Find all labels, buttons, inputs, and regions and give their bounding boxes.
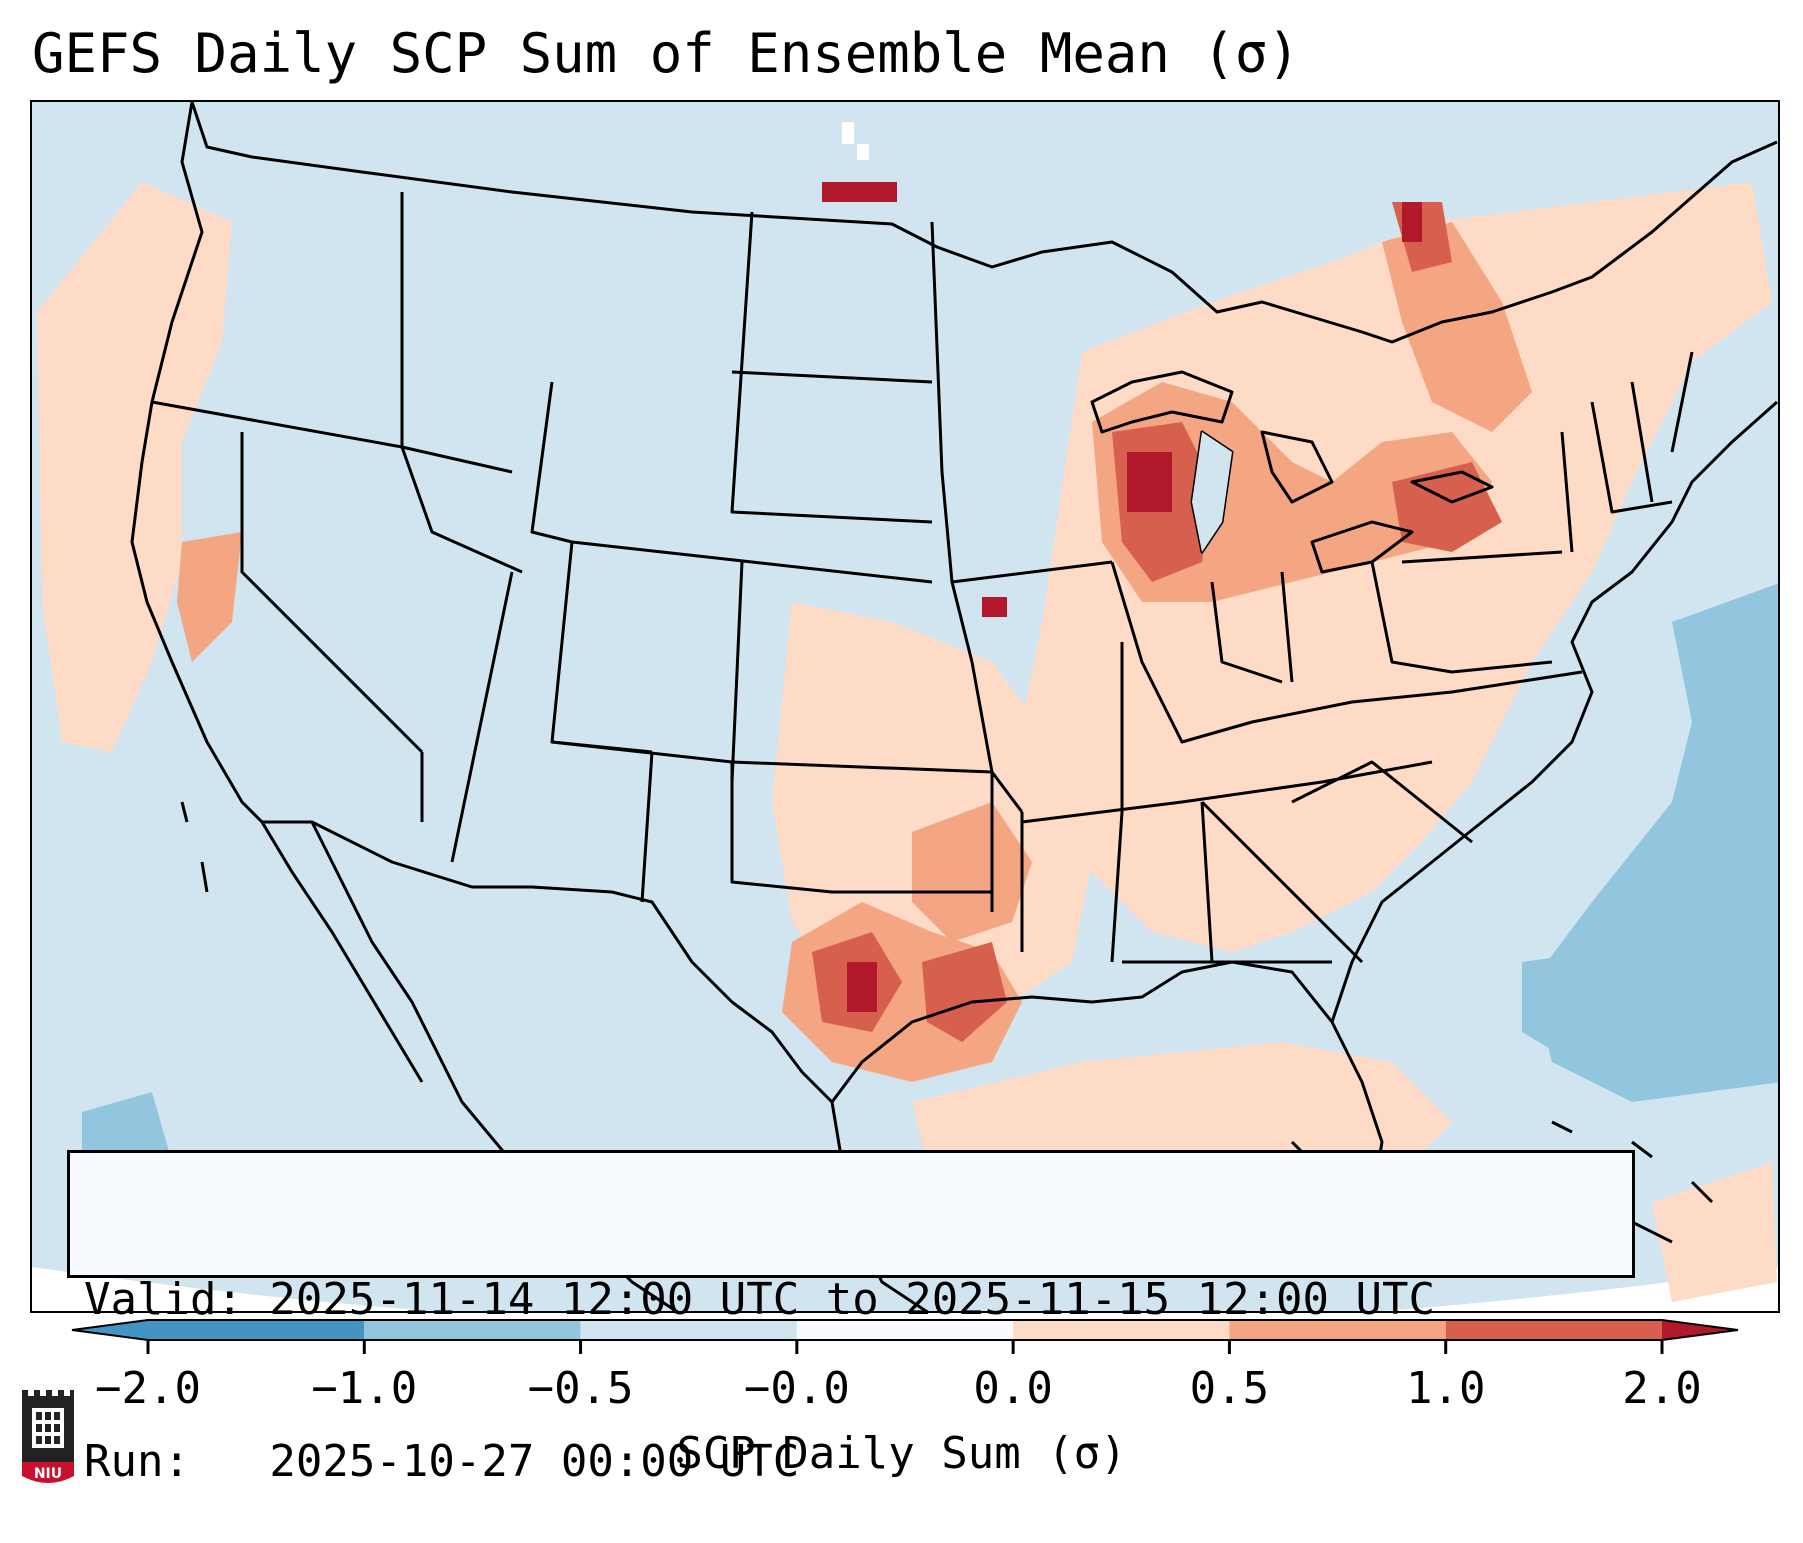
extreme-positive-areas [822, 182, 1422, 1012]
colorbar-tick-label: −0.0 [743, 1363, 850, 1414]
colorbar-segment [1229, 1320, 1446, 1340]
colorbar-segment [148, 1320, 365, 1340]
run-time-line: Run: 2025-10-27 00:00 UTC [84, 1436, 800, 1487]
colorbar-segment [796, 1320, 1014, 1340]
colorbar-segment [1013, 1320, 1230, 1340]
colorbar-tick-label: 0.0 [973, 1363, 1053, 1414]
colorbar-extend-high [1662, 1320, 1738, 1340]
map-svg [32, 102, 1778, 1311]
colorbar-tick-label: 0.5 [1189, 1363, 1270, 1414]
colorbar-tick-label: −0.5 [527, 1363, 634, 1414]
colorbar-tick-label: 1.0 [1405, 1363, 1486, 1414]
white-cells [842, 122, 869, 160]
colorbar-ticks [146, 1340, 1664, 1354]
projection-edge [32, 1267, 1778, 1311]
colorbar-tick-label: 2.0 [1622, 1363, 1702, 1414]
chart-title: GEFS Daily SCP Sum of Ensemble Mean (σ) [32, 22, 1300, 85]
colorbar-segment [1445, 1320, 1662, 1340]
colorbar-extend-low [72, 1320, 148, 1340]
logo-text: NIU [34, 1466, 62, 1482]
map-panel [30, 100, 1780, 1313]
colorbar [71, 1319, 1739, 1354]
colorbar-tick-label: −1.0 [311, 1363, 418, 1414]
colorbar-segment [580, 1320, 797, 1340]
negative-areas [82, 583, 1778, 1192]
colorbar-segment [364, 1320, 581, 1340]
colorbar-segments [72, 1320, 1738, 1340]
colorbar-tick-label: −2.0 [95, 1363, 201, 1414]
valid-time-line: Valid: 2025-11-14 12:00 UTC to 2025-11-1… [84, 1274, 1436, 1325]
colorbar-label: SCP Daily Sum (σ) [676, 1428, 1127, 1479]
lake-fill [1192, 432, 1232, 552]
niu-logo-icon: NIU [22, 1390, 74, 1483]
valid-run-info-box: Valid: 2025-11-14 12:00 UTC to 2025-11-1… [67, 1150, 1635, 1487]
